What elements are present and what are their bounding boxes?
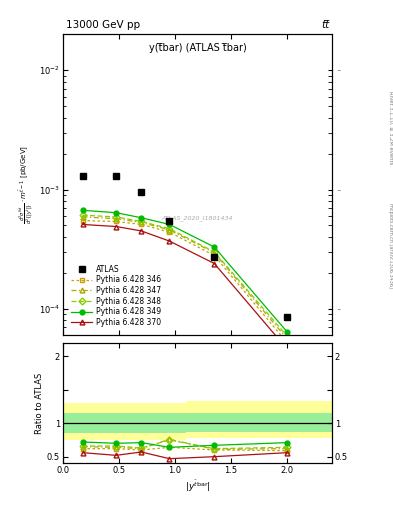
X-axis label: $|y^{\bar{t}\mathrm{bar}}|$: $|y^{\bar{t}\mathrm{bar}}|$	[185, 478, 210, 494]
Text: 13000 GeV pp: 13000 GeV pp	[66, 20, 140, 30]
Legend: ATLAS, Pythia 6.428 346, Pythia 6.428 347, Pythia 6.428 348, Pythia 6.428 349, P: ATLAS, Pythia 6.428 346, Pythia 6.428 34…	[70, 263, 163, 329]
Text: mcplots.cern.ch [arXiv:1306.3436]: mcplots.cern.ch [arXiv:1306.3436]	[388, 203, 393, 288]
Text: tt̅: tt̅	[321, 20, 329, 30]
Y-axis label: Ratio to ATLAS: Ratio to ATLAS	[35, 373, 44, 434]
Y-axis label: $\frac{d^2\sigma^{fid}}{d^2\{|y^{\bar{t}}|\}} \cdot m^{\bar{t}-1}$ [pb/GeV]: $\frac{d^2\sigma^{fid}}{d^2\{|y^{\bar{t}…	[18, 145, 36, 224]
Text: ATLAS_2020_I1801434: ATLAS_2020_I1801434	[162, 215, 233, 221]
Text: y(t̅bar) (ATLAS t̅bar): y(t̅bar) (ATLAS t̅bar)	[149, 44, 246, 53]
Text: Rivet 3.1.10, ≥ 3.2M events: Rivet 3.1.10, ≥ 3.2M events	[388, 91, 393, 165]
